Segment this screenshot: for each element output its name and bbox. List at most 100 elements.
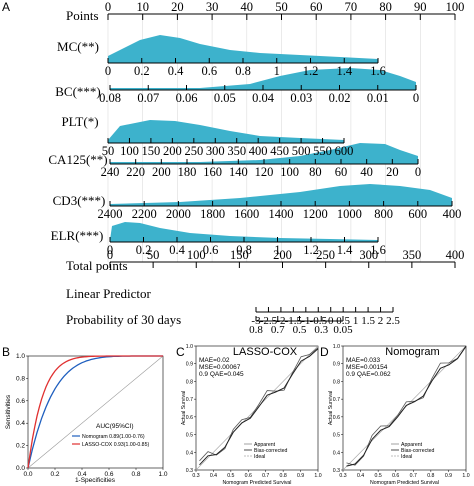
y-tick-label: 0.7 bbox=[186, 397, 193, 403]
x-axis-label: Nomogram Predicted Survival bbox=[223, 480, 292, 486]
tick-label: 0.2 bbox=[136, 243, 152, 257]
tick-label: 200 bbox=[152, 165, 171, 179]
nomogram-row-2: BC(***)0.08 0.07 0.06 0.05 0.04 0.03 0.02 0.01 0 bbox=[55, 84, 419, 105]
y-tick-label: 0.3 bbox=[186, 468, 193, 474]
tick-label: 0.03 bbox=[290, 91, 312, 105]
x-tick-label: 0.9 bbox=[297, 473, 304, 479]
tick-label: 0.02 bbox=[329, 91, 351, 105]
y-tick-label: 0.4 bbox=[16, 420, 25, 427]
nomogram-row-3: PLT(*) 50 100 150 200 250 300 350 400 450 500 550 60… bbox=[61, 114, 353, 158]
tick-label: 220 bbox=[126, 165, 145, 179]
diagonal-line bbox=[27, 355, 164, 469]
tick-label: 30 bbox=[206, 0, 219, 14]
bias-corrected-line bbox=[346, 346, 467, 467]
tick-label: 40 bbox=[360, 165, 373, 179]
tick-label: 300 bbox=[206, 144, 225, 158]
y-tick-label: 0.4 bbox=[186, 450, 193, 456]
y-tick-label: 0.5 bbox=[186, 433, 193, 439]
tick-label: 1 bbox=[274, 243, 280, 257]
tick-label: 0.05 bbox=[214, 91, 236, 105]
tick-label: 100 bbox=[446, 0, 465, 14]
x-tick-label: 0.7 bbox=[410, 473, 417, 479]
tick-label: 400 bbox=[443, 207, 462, 221]
tick-label: 0.05 bbox=[333, 324, 353, 336]
tick-label: 1.2 bbox=[303, 243, 319, 257]
x-tick-label: 0.6 bbox=[104, 471, 113, 478]
tick-label: 2 bbox=[378, 315, 384, 327]
y-tick-label: 0.9 bbox=[186, 362, 193, 368]
y-tick-label: 0.6 bbox=[16, 398, 25, 405]
nomogram-row-9: Probability of 30 days 0.8 0.7 0.5 0.3 0.05 bbox=[66, 312, 353, 336]
tick-label: 1.4 bbox=[336, 64, 352, 78]
x-tick-label: 0.7 bbox=[262, 473, 269, 479]
tick-label: 0.2 bbox=[134, 64, 150, 78]
apparent-line bbox=[199, 347, 319, 462]
row-label: PLT(*) bbox=[61, 114, 98, 129]
tick-label: 100 bbox=[280, 165, 299, 179]
panel-label-a: A bbox=[2, 0, 10, 14]
x-tick-label: 0.9 bbox=[445, 473, 452, 479]
row-label: ELR(***) bbox=[51, 228, 104, 243]
tick-label: 0.8 bbox=[249, 324, 263, 336]
x-tick-label: 1.0 bbox=[158, 471, 167, 478]
tick-label: 1.5 bbox=[361, 315, 375, 327]
x-tick-label: 0.2 bbox=[50, 471, 59, 478]
tick-label: 80 bbox=[379, 0, 392, 14]
bias-corrected-line bbox=[199, 348, 319, 466]
y-tick-label: 0.0 bbox=[16, 465, 25, 472]
tick-label: 0.3 bbox=[314, 324, 328, 336]
tick-label: 150 bbox=[142, 144, 161, 158]
x-tick-label: 0.3 bbox=[339, 473, 346, 479]
tick-label: 60 bbox=[335, 165, 348, 179]
x-tick-label: 0.4 bbox=[77, 471, 86, 478]
tick-label: 1.4 bbox=[337, 243, 353, 257]
cd3-density bbox=[110, 184, 452, 206]
y-tick-label: 0.6 bbox=[333, 415, 340, 421]
tick-label: 2200 bbox=[132, 207, 157, 221]
tick-label: 250 bbox=[184, 144, 203, 158]
tick-label: 100 bbox=[187, 248, 206, 262]
row-label: Linear Predictor bbox=[66, 286, 151, 301]
tick-label: 0.07 bbox=[137, 91, 159, 105]
plot-frame bbox=[195, 345, 319, 471]
tick-label: 0 bbox=[413, 91, 419, 105]
x-tick-label: 0.4 bbox=[210, 473, 217, 479]
nomogram-row-0: Points 0 10 20 30 40 50 60 70 80 90 100 bbox=[66, 0, 464, 23]
y-tick-label: 0.9 bbox=[333, 362, 340, 368]
row-label: Total points bbox=[66, 258, 128, 273]
tick-label: 50 bbox=[102, 144, 115, 158]
tick-label: 0.4 bbox=[169, 243, 185, 257]
y-tick-label: 0.7 bbox=[333, 397, 340, 403]
legend-entry: Ideal bbox=[254, 454, 265, 460]
panel-label-c: C bbox=[176, 345, 185, 359]
tick-label: 0.5 bbox=[293, 324, 307, 336]
tick-label: 70 bbox=[345, 0, 358, 14]
legend-entry: Bias-corrected bbox=[401, 448, 435, 454]
tick-label: 250 bbox=[316, 248, 335, 262]
row-label: BC(***) bbox=[55, 84, 101, 99]
tick-label: 1000 bbox=[337, 207, 362, 221]
y-axis-label: Actual Survival bbox=[181, 391, 187, 425]
tick-label: 1.6 bbox=[370, 64, 386, 78]
stat-line: MAE=0.033 bbox=[346, 357, 381, 364]
tick-label: 20 bbox=[171, 0, 184, 14]
legend-entry: Bias-corrected bbox=[254, 448, 288, 454]
stat-line: MSE=0.00154 bbox=[346, 364, 388, 371]
row-label: CD3(***) bbox=[53, 193, 106, 208]
x-tick-label: 0.6 bbox=[392, 473, 399, 479]
tick-label: 400 bbox=[249, 144, 268, 158]
y-axis-label: Sensitivities bbox=[5, 394, 12, 429]
tick-label: 100 bbox=[120, 144, 139, 158]
plt-density bbox=[108, 120, 344, 143]
tick-label: 2400 bbox=[98, 207, 123, 221]
tick-label: 160 bbox=[203, 165, 222, 179]
tick-label: 90 bbox=[414, 0, 427, 14]
nomogram-row-4: CA125(**)240 220 200 180 160 140 120 100 80 60 40 2… bbox=[48, 152, 421, 179]
tick-label: 200 bbox=[273, 248, 292, 262]
mc-density bbox=[108, 35, 378, 63]
y-tick-label: 0.4 bbox=[333, 450, 340, 456]
